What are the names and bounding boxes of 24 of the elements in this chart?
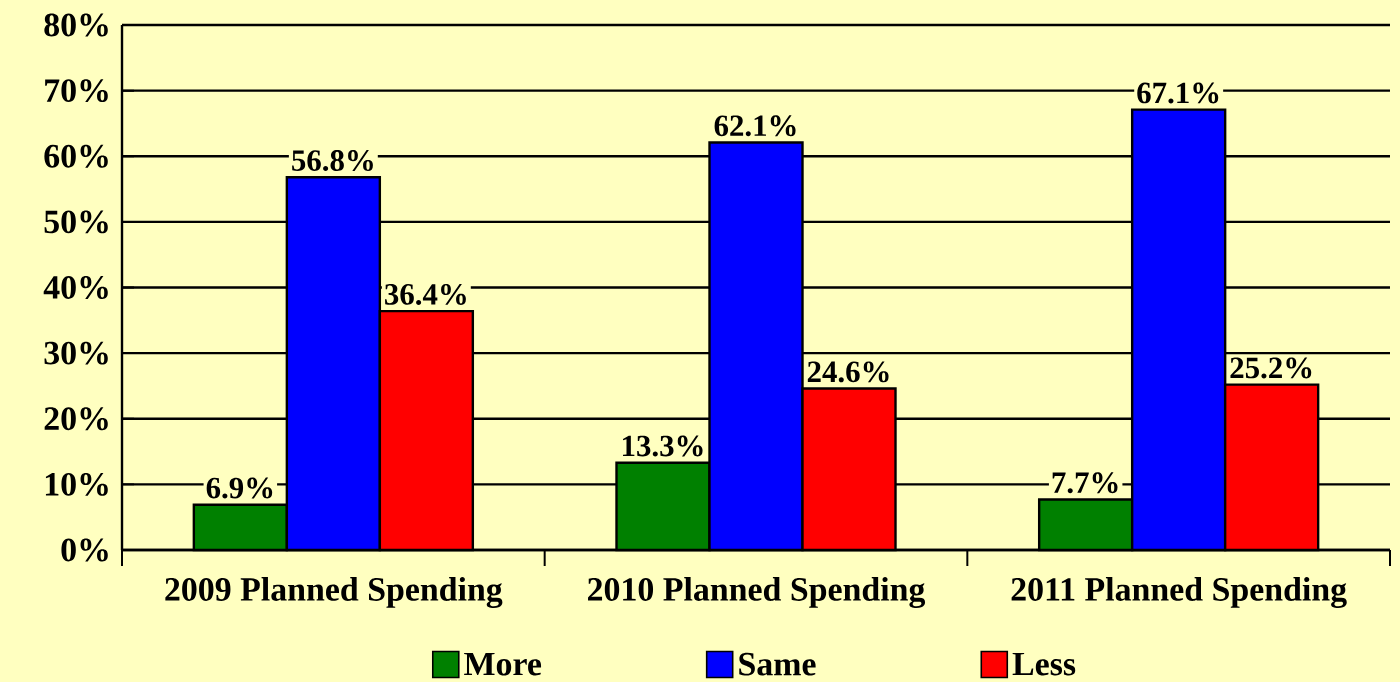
x-tick-label: 2010 Planned Spending xyxy=(588,576,926,608)
y-tick-label: 70% xyxy=(45,79,108,103)
y-tick-label: 40% xyxy=(43,275,108,299)
legend-label: Less xyxy=(1012,652,1076,676)
data-label: 36.4% xyxy=(385,283,466,305)
y-tick-label: 50% xyxy=(44,210,108,234)
data-label: 6.9% xyxy=(206,477,273,499)
data-label: 67.1% xyxy=(1137,82,1219,104)
y-tick-label: 60% xyxy=(44,144,108,168)
data-label: 7.7% xyxy=(1052,472,1118,494)
y-tick-label: 80% xyxy=(44,13,108,37)
data-label: 62.1% xyxy=(714,115,796,137)
legend-label: Same xyxy=(739,652,816,676)
x-tick-label: 2009 Planned Spending xyxy=(165,576,503,608)
data-label: 24.6% xyxy=(807,361,889,383)
data-label: 13.3% xyxy=(623,435,703,457)
y-tick-label: 30% xyxy=(44,341,108,365)
legend-label: More xyxy=(464,652,542,676)
y-tick-label: 20% xyxy=(44,407,108,431)
y-tick-label: 0% xyxy=(61,538,108,562)
data-label: 56.8% xyxy=(292,150,373,171)
x-tick-label: 2011 Planned Spending xyxy=(1011,576,1347,608)
data-label: 25.2% xyxy=(1230,357,1312,379)
y-tick-label: 10% xyxy=(45,472,108,496)
